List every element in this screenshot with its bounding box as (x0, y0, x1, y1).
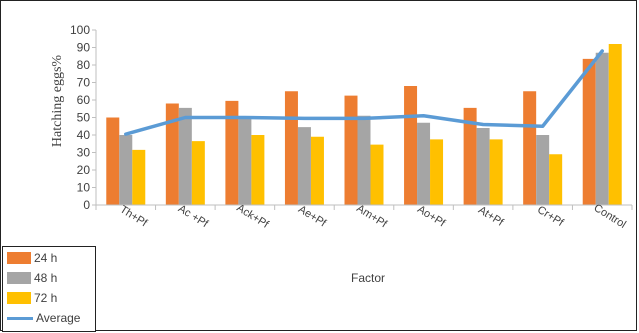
legend-item-24h: 24 h (7, 249, 57, 267)
x-axis-title: Factor (351, 271, 385, 285)
legend-swatch-72h (7, 292, 31, 304)
bar-72h (310, 136, 324, 205)
legend-label-72h: 72 h (34, 291, 58, 305)
y-tick-label: 10 (77, 181, 91, 195)
y-axis-title: Hatching eggs% (50, 55, 65, 147)
x-tick-label: Ack+Pf (234, 202, 271, 231)
x-tick-label: Cr+Pf (535, 204, 566, 230)
x-tick-label: Ac +Pf (176, 203, 211, 231)
bar-48h (357, 115, 371, 205)
average-line (124, 49, 604, 136)
bar-24h (463, 107, 477, 205)
y-tick-label: 20 (77, 163, 91, 177)
bar-24h (225, 100, 239, 205)
bar-24h (582, 58, 596, 205)
y-tick-label: 40 (77, 128, 91, 142)
bar-72h (251, 135, 265, 205)
bar-48h (238, 118, 252, 205)
legend-item-72h: 72 h (7, 289, 57, 307)
bar-48h (178, 107, 192, 205)
legend-swatch-24h (7, 252, 31, 264)
legend-item-48h: 48 h (7, 269, 57, 287)
bar-48h (417, 122, 431, 205)
bar-24h (523, 91, 537, 205)
y-tick-label: 80 (77, 58, 91, 72)
y-tick-label: 100 (70, 23, 90, 37)
x-tick-label: Th+Pf (118, 204, 150, 230)
bar-24h (344, 95, 358, 205)
bar-72h (430, 139, 444, 205)
bar-48h (119, 135, 133, 205)
bar-48h (297, 127, 311, 205)
legend-label-average: Average (36, 311, 81, 325)
y-tick-label: 70 (77, 76, 91, 90)
line-series-average (124, 49, 604, 136)
x-tick-label: Ao+Pf (415, 203, 448, 230)
x-axis: Th+Pf Ac +Pf Ack+Pf Ae+Pf Am+Pf Ao+Pf At+Pf Cr+… (95, 202, 633, 231)
bar-72h (191, 141, 205, 205)
bar-72h (132, 149, 146, 205)
bar-72h (489, 139, 503, 205)
bar-72h (549, 154, 563, 205)
x-tick-label: Control (592, 202, 628, 231)
bar-48h (476, 128, 490, 205)
bar-24h (165, 103, 179, 205)
legend-item-average: Average (7, 309, 80, 327)
bars (106, 44, 622, 205)
bar-48h (536, 135, 550, 205)
legend-label-48h: 48 h (34, 271, 58, 285)
y-tick-label: 90 (77, 41, 91, 55)
x-tick-label: Ae+Pf (296, 203, 329, 230)
x-tick-label: At+Pf (476, 204, 506, 229)
x-tick-label: Am+Pf (354, 203, 389, 231)
y-tick-label: 60 (77, 93, 91, 107)
y-axis: 0 10 20 30 40 50 60 70 80 90 100 (70, 23, 97, 212)
y-tick-label: 30 (77, 146, 91, 160)
bar-72h (370, 144, 384, 205)
bar-48h (595, 52, 609, 205)
y-tick-label: 50 (77, 111, 91, 125)
legend-swatch-48h (7, 272, 31, 284)
y-tick-label: 0 (83, 198, 90, 212)
legend-label-24h: 24 h (34, 251, 58, 265)
bar-72h (608, 44, 622, 205)
legend-swatch-average (7, 316, 33, 320)
bar-24h (404, 86, 418, 205)
bar-24h (284, 91, 298, 205)
legend: 24 h 48 h 72 h Average (2, 246, 96, 332)
bar-24h (106, 117, 120, 205)
